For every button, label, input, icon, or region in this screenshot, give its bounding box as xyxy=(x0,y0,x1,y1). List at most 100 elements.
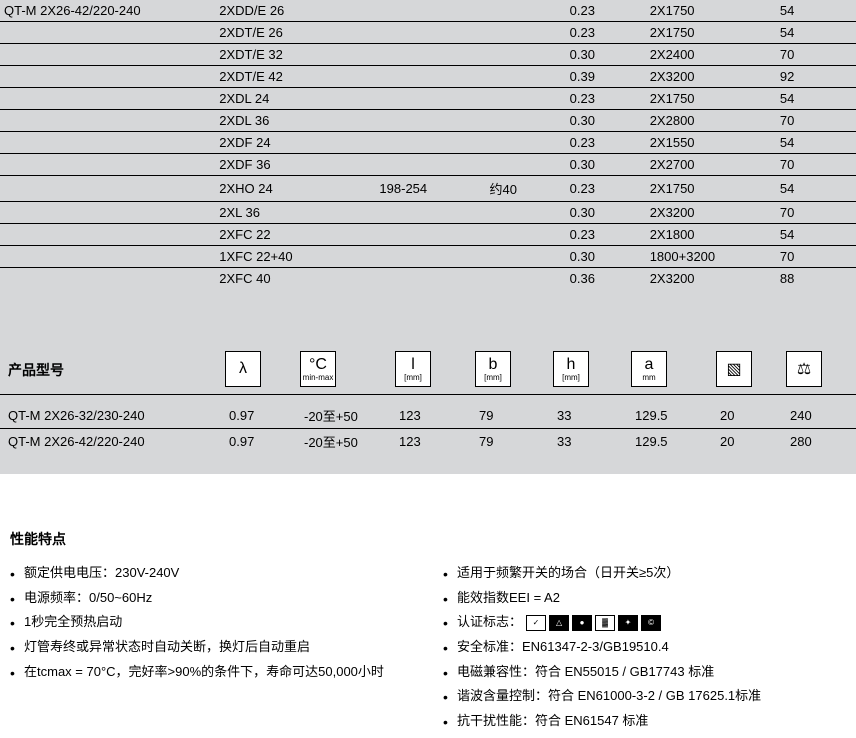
spec-cell: 123 xyxy=(395,403,475,429)
length-icon-main: l xyxy=(411,356,415,374)
table-cell xyxy=(375,268,485,290)
features-section: 性能特点 额定供电电压：230V-240V电源频率：0/50~60Hz1秒完全预… xyxy=(0,529,856,734)
weight-icon-column: ⚖ xyxy=(786,351,856,390)
table-cell xyxy=(0,154,215,176)
feature-item: 能效指数EEI = A2 xyxy=(443,586,846,611)
spec-cell: 33 xyxy=(553,429,631,455)
table-cell: 2X2700 xyxy=(646,154,776,176)
table-cell: 2XDF 36 xyxy=(215,154,375,176)
table-cell: 2XDL 24 xyxy=(215,88,375,110)
feature-text: 谐波含量控制：符合 EN61000-3-2 / GB 17625.1标准 xyxy=(457,688,761,703)
feature-text: 电磁兼容性：符合 EN55015 / GB17743 标准 xyxy=(457,664,714,679)
cert-mark-icon: ▓ xyxy=(595,615,615,631)
table-cell: 54 xyxy=(776,88,856,110)
lambda-icon-main: λ xyxy=(239,360,247,378)
spec-cell: 123 xyxy=(395,429,475,455)
table-cell: 2XDF 24 xyxy=(215,132,375,154)
spec-cell: 20 xyxy=(716,403,786,429)
table-cell xyxy=(0,224,215,246)
table-cell: 1XFC 22+40 xyxy=(215,246,375,268)
spec-cell: 0.97 xyxy=(225,429,300,455)
table-cell xyxy=(0,202,215,224)
table-cell xyxy=(375,154,485,176)
spec-cell: 79 xyxy=(475,403,553,429)
table-cell xyxy=(486,110,566,132)
table-cell: 54 xyxy=(776,22,856,44)
table-cell xyxy=(375,224,485,246)
table-cell: 1800+3200 xyxy=(646,246,776,268)
table-cell xyxy=(375,202,485,224)
table-cell xyxy=(375,132,485,154)
height-icon-sub: [mm] xyxy=(562,374,580,382)
a-icon-main: a xyxy=(645,356,654,374)
table-cell: 0.23 xyxy=(566,224,646,246)
spec-cell: 240 xyxy=(786,403,856,429)
table-cell xyxy=(375,44,485,66)
height-icon: h[mm] xyxy=(553,351,589,387)
table-cell xyxy=(375,66,485,88)
feature-text: 安全标准：EN61347-2-3/GB19510.4 xyxy=(457,639,669,654)
spec-cell: 79 xyxy=(475,429,553,455)
table-cell xyxy=(486,88,566,110)
table-cell: 92 xyxy=(776,66,856,88)
cert-mark-icon: ✦ xyxy=(618,615,638,631)
table-cell: 0.39 xyxy=(566,66,646,88)
table-cell: 约40 xyxy=(486,176,566,202)
height-icon-column: h[mm] xyxy=(553,351,631,390)
spec-gap xyxy=(0,395,856,403)
features-right-col: 适用于频繁开关的场合（日开关≥5次） 能效指数EEI = A2认证标志：✓△●▓✦… xyxy=(443,561,846,734)
width-icon: b[mm] xyxy=(475,351,511,387)
table-cell xyxy=(375,246,485,268)
table-cell: 2X3200 xyxy=(646,66,776,88)
cert-mark-icon: △ xyxy=(549,615,569,631)
features-title: 性能特点 xyxy=(10,529,846,549)
table-cell: 2XHO 24 xyxy=(215,176,375,202)
table-gap xyxy=(0,289,856,349)
temp-icon-sub: min-max xyxy=(303,374,334,382)
spec-cell: -20至+50 xyxy=(300,429,395,455)
table-cell: 0.36 xyxy=(566,268,646,290)
length-icon-column: l[mm] xyxy=(395,351,475,390)
spec-cell: 280 xyxy=(786,429,856,455)
spec-cell: QT-M 2X26-42/220-240 xyxy=(0,429,225,455)
table-cell: 54 xyxy=(776,224,856,246)
spec-cell: -20至+50 xyxy=(300,403,395,429)
cert-mark-icon: © xyxy=(641,615,661,631)
table-cell: 2X3200 xyxy=(646,268,776,290)
feature-item: 电源频率：0/50~60Hz xyxy=(10,586,413,611)
table-cell xyxy=(0,88,215,110)
feature-item: 认证标志：✓△●▓✦© xyxy=(443,610,846,635)
spec-cell: 20 xyxy=(716,429,786,455)
table-cell: 2X1750 xyxy=(646,176,776,202)
table-cell xyxy=(0,44,215,66)
cert-mark-icon: ✓ xyxy=(526,615,546,631)
table-cell: 54 xyxy=(776,132,856,154)
table-cell xyxy=(0,66,215,88)
table-cell: 2XDT/E 32 xyxy=(215,44,375,66)
temp-icon-main: °C xyxy=(309,356,327,374)
weight-icon: ⚖ xyxy=(786,351,822,387)
feature-text: 适用于频繁开关的场合（日开关≥5次） xyxy=(457,565,679,580)
table-cell xyxy=(0,22,215,44)
table-cell: 54 xyxy=(776,176,856,202)
lambda-icon-column: λ xyxy=(225,351,300,390)
feature-item: 灯管寿终或异常状态时自动关断，换灯后自动重启 xyxy=(10,635,413,660)
table-cell: 70 xyxy=(776,202,856,224)
table-cell: QT-M 2X26-42/220-240 xyxy=(0,0,215,22)
feature-item: 抗干扰性能：符合 EN61547 标准 xyxy=(443,709,846,734)
spec-cell: 0.97 xyxy=(225,403,300,429)
table-cell: 70 xyxy=(776,154,856,176)
a-icon: amm xyxy=(631,351,667,387)
table-cell: 0.23 xyxy=(566,22,646,44)
temp-icon: °Cmin-max xyxy=(300,351,336,387)
table-cell: 2XDT/E 42 xyxy=(215,66,375,88)
lower-spec-table: QT-M 2X26-32/230-2400.97-20至+50123793312… xyxy=(0,403,856,454)
table-cell: 2X2400 xyxy=(646,44,776,66)
width-icon-sub: [mm] xyxy=(484,374,502,382)
table-cell: 2X1800 xyxy=(646,224,776,246)
weight-icon-main: ⚖ xyxy=(797,359,811,379)
features-left-col: 额定供电电压：230V-240V电源频率：0/50~60Hz1秒完全预热启动灯管… xyxy=(10,561,413,734)
spec-header-row: 产品型号λ°Cmin-maxl[mm]b[mm]h[mm]amm▧⚖ xyxy=(0,349,856,395)
table-cell: 70 xyxy=(776,44,856,66)
table-cell: 2X1750 xyxy=(646,22,776,44)
